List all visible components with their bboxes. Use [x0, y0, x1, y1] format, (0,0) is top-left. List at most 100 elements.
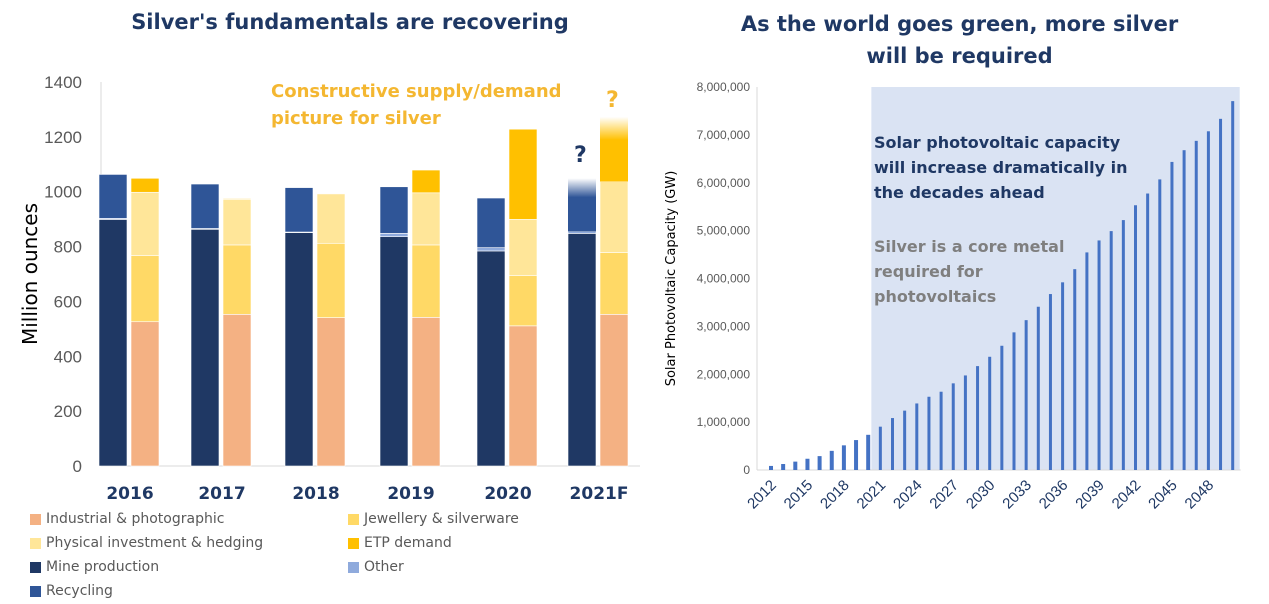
- bar-2014: [793, 461, 798, 470]
- bar-2013: [781, 464, 786, 470]
- legend-swatch: [30, 537, 41, 549]
- bar-segment-mine-production: [567, 233, 597, 467]
- legend-item-industrial-photographic: Industrial & photographic: [30, 511, 224, 527]
- legend-label: Jewellery & silverware: [364, 511, 519, 527]
- bar-segment-other: [567, 231, 597, 234]
- x-tick-label: 2048: [1182, 477, 1218, 513]
- x-tick-label: 2042: [1109, 477, 1145, 513]
- bar-segment-recycling: [98, 174, 128, 219]
- x-tick-label: 2016: [106, 484, 153, 504]
- x-tick-label: 2018: [817, 477, 853, 513]
- bar-2035: [1048, 294, 1052, 470]
- legend-item-physical-investment-hedging: Physical investment & hedging: [30, 535, 263, 551]
- y-tick-label: 0: [743, 463, 750, 477]
- bar-2017: [829, 450, 834, 470]
- y-tick-label: 1200: [44, 128, 82, 147]
- y-tick-label: 2,000,000: [697, 367, 751, 381]
- silver-supply-demand-chart: 0 200 400 600 800 1000 1200 1400 Million ounces 2…: [18, 73, 640, 504]
- bar-segment-recycling: [284, 187, 314, 233]
- silver-annotation-line2: required for: [874, 262, 983, 281]
- legend-label: Physical investment & hedging: [46, 535, 264, 551]
- legend-swatch: [348, 513, 359, 525]
- x-tick-label: 2017: [198, 484, 245, 504]
- bar-2015: [805, 458, 810, 470]
- constructive-annotation-line1: Constructive supply/demand: [271, 81, 562, 102]
- legend-label: Recycling: [46, 583, 113, 599]
- bar-segment-industrial-photographic: [411, 317, 441, 467]
- legend-item-mine-production: Mine production: [30, 559, 159, 575]
- bar-2021: [878, 426, 882, 470]
- bar-segment-etp-demand: [411, 169, 441, 194]
- y-tick-label: 7,000,000: [697, 128, 751, 142]
- x-tick-label: 2039: [1072, 477, 1108, 513]
- legend-label: Industrial & photographic: [46, 511, 225, 527]
- x-tick-label: 2045: [1145, 477, 1181, 513]
- bar-segment-industrial-photographic: [599, 314, 629, 467]
- left-chart-title: Silver's fundamentals are recovering: [131, 10, 569, 34]
- bar-2034: [1036, 306, 1040, 470]
- y-tick-label: 1000: [44, 183, 82, 202]
- bar-segment-other: [379, 233, 409, 237]
- bar-segment-jewellery-silverware: [508, 275, 538, 327]
- silver-core-metal-annotation: Silver is a core metal required for phot…: [874, 234, 1064, 309]
- bar-2023: [903, 410, 907, 470]
- constructive-annotation-line2: picture for silver: [271, 108, 441, 129]
- bar-2049: [1219, 118, 1223, 470]
- y-tick-label: 600: [54, 292, 82, 311]
- legend-swatch: [348, 561, 359, 573]
- bar-2040: [1109, 231, 1113, 470]
- y-tick-label: 4,000,000: [697, 272, 751, 286]
- legend-label: Other: [364, 559, 404, 575]
- y-tick-label: 800: [54, 238, 82, 257]
- bar-2037: [1073, 269, 1077, 470]
- silver-annotation-line1: Silver is a core metal: [874, 237, 1065, 256]
- bar-2016: [817, 456, 822, 470]
- legend-swatch: [30, 585, 41, 597]
- bar-2012: [769, 465, 773, 470]
- bar-2032: [1012, 332, 1016, 470]
- bar-2020: [866, 434, 871, 470]
- bar-2030: [988, 356, 992, 470]
- legend-item-recycling: Recycling: [30, 583, 113, 599]
- y-tick-label: 200: [54, 402, 82, 421]
- bar-segment-industrial-photographic: [130, 321, 160, 467]
- bar-2025: [927, 396, 931, 470]
- legend-item-jewellery-silverware: Jewellery & silverware: [348, 511, 519, 527]
- x-tick-label: 2024: [890, 477, 926, 513]
- x-tick-label: 2020: [484, 484, 531, 504]
- x-tick-label: 2036: [1036, 477, 1072, 513]
- demand-question-mark: ?: [606, 88, 619, 113]
- legend-label: Mine production: [46, 559, 160, 575]
- y-axis-title: Solar Photovoltaic Capacity (GW): [664, 171, 679, 387]
- x-tick-label: 2021: [854, 477, 890, 513]
- legend-label: ETP demand: [364, 535, 452, 551]
- bar-2033: [1024, 320, 1028, 470]
- bar-segment-other: [476, 247, 506, 252]
- bar-segment-mine-production: [379, 236, 409, 467]
- legend-swatch: [348, 537, 359, 549]
- bar-2046: [1182, 150, 1186, 470]
- bar-2019: [854, 440, 859, 470]
- right-title-line1: As the world goes green, more silver: [740, 12, 1179, 36]
- bar-segment-physical-investment-hedging: [411, 192, 441, 246]
- bar-2042: [1134, 205, 1137, 470]
- x-tick-label: 2012: [744, 477, 780, 513]
- y-tick-label: 5,000,000: [697, 224, 751, 238]
- bar-segment-jewellery-silverware: [316, 242, 346, 318]
- y-tick-label: 1,000,000: [697, 415, 751, 429]
- bar-segment-fade: [600, 116, 628, 140]
- x-tick-label: 2015: [781, 477, 817, 513]
- x-tick-label: 2027: [926, 477, 962, 513]
- right-title-line2: will be required: [866, 44, 1053, 68]
- x-tick-label: 2019: [387, 484, 434, 504]
- bar-segment-industrial-photographic: [316, 317, 346, 467]
- bar-segment-recycling: [379, 186, 409, 234]
- bar-2022: [891, 418, 894, 470]
- bar-2024: [915, 403, 919, 470]
- y-tick-label: 1400: [44, 73, 82, 92]
- pv-annotation-line1: Solar photovoltaic capacity: [874, 133, 1121, 152]
- bar-segment-jewellery-silverware: [411, 244, 441, 318]
- y-tick-label: 6,000,000: [697, 176, 751, 190]
- bar-segment-physical-investment-hedging: [222, 199, 252, 246]
- silver-annotation-line3: photovoltaics: [874, 287, 997, 306]
